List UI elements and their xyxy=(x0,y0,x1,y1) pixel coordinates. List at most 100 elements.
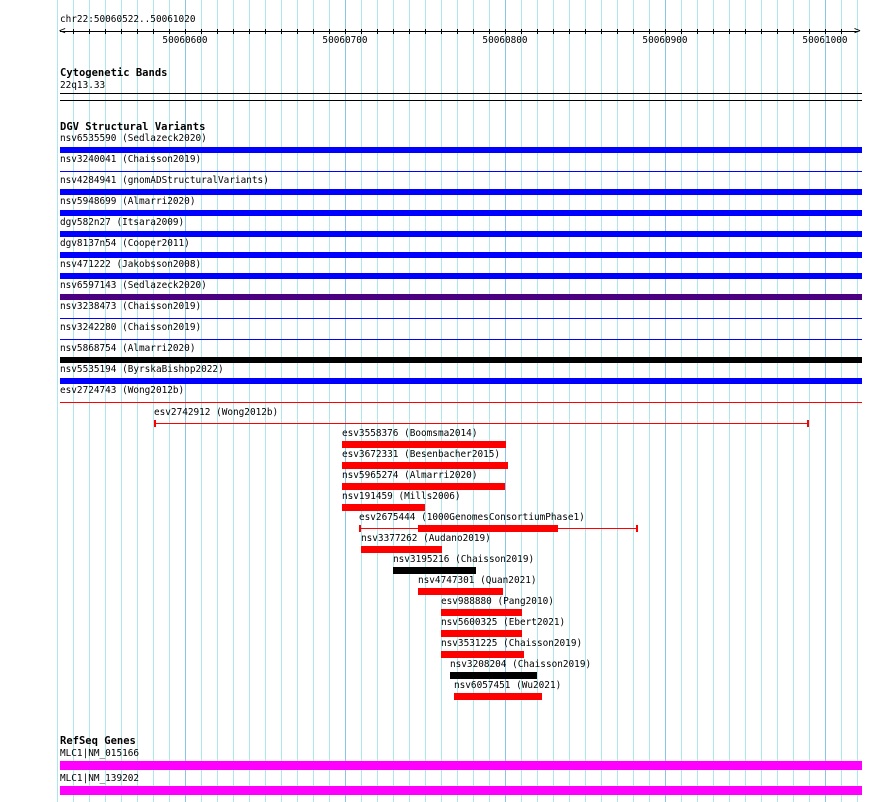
gene-bar[interactable] xyxy=(60,786,862,795)
variant-label[interactable]: nsv191459 (Mills2006) xyxy=(342,491,461,502)
ruler-tick xyxy=(617,29,618,34)
variant-label[interactable]: esv2742912 (Wong2012b) xyxy=(154,407,279,418)
grid-line xyxy=(761,0,762,802)
variant-label[interactable]: nsv3195216 (Chaisson2019) xyxy=(393,554,535,565)
grid-line xyxy=(745,0,746,802)
variant-label[interactable]: nsv3377262 (Audano2019) xyxy=(361,533,491,544)
grid-line xyxy=(169,0,170,802)
ruler-tick xyxy=(361,29,362,34)
right-arrow-icon[interactable]: > xyxy=(854,24,861,37)
ruler-tick xyxy=(537,29,538,34)
ruler-tick xyxy=(681,29,682,34)
variant-label[interactable]: esv988880 (Pang2010) xyxy=(441,596,554,607)
grid-line-major xyxy=(825,0,826,802)
variant-bar[interactable] xyxy=(440,651,524,658)
variant-label[interactable]: nsv3238473 (Chaisson2019) xyxy=(60,301,202,312)
variant-bar[interactable] xyxy=(341,483,505,490)
variant-bar[interactable] xyxy=(60,378,862,384)
variant-label[interactable]: nsv3531225 (Chaisson2019) xyxy=(441,638,583,649)
ruler-label: 50060800 xyxy=(482,35,528,46)
ruler-tick xyxy=(521,29,522,34)
ruler-tick xyxy=(745,29,746,34)
variant-bar[interactable] xyxy=(360,546,443,553)
ruler-tick xyxy=(649,29,650,34)
variant-bar[interactable] xyxy=(60,402,862,403)
variant-bar[interactable] xyxy=(60,294,862,300)
grid-line xyxy=(137,0,138,802)
grid-line xyxy=(793,0,794,802)
variant-label[interactable]: nsv3240041 (Chaisson2019) xyxy=(60,154,202,165)
variant-bar[interactable] xyxy=(60,231,862,237)
gene-label[interactable]: MLC1|NM_139202 xyxy=(60,773,140,784)
ruler-tick xyxy=(121,29,122,34)
variant-label[interactable]: nsv3208204 (Chaisson2019) xyxy=(450,659,592,670)
variant-label[interactable]: esv3558376 (Boomsma2014) xyxy=(342,428,478,439)
cytoband-label[interactable]: 22q13.33 xyxy=(60,80,106,91)
grid-line xyxy=(105,0,106,802)
ruler-tick xyxy=(409,29,410,34)
variant-bar[interactable] xyxy=(60,273,862,279)
variant-label[interactable]: nsv6597143 (Sedlazeck2020) xyxy=(60,280,207,291)
variant-bar[interactable] xyxy=(60,252,862,258)
variant-label[interactable]: esv2675444 (1000GenomesConsortiumPhase1) xyxy=(359,512,585,523)
ruler-tick xyxy=(105,29,106,34)
variant-bar[interactable] xyxy=(60,210,862,216)
grid-line xyxy=(425,0,426,802)
variant-label[interactable]: nsv5600325 (Ebert2021) xyxy=(441,617,566,628)
gene-bar[interactable] xyxy=(60,761,862,770)
variant-bar[interactable] xyxy=(60,171,862,172)
cytoband-line xyxy=(60,93,862,94)
grid-line xyxy=(777,0,778,802)
location-label: chr22:50060522..50061020 xyxy=(60,14,196,25)
variant-bar[interactable] xyxy=(60,147,862,153)
variant-label[interactable]: dgv582n27 (Itsara2009) xyxy=(60,217,185,228)
variant-label[interactable]: dgv8137n54 (Cooper2011) xyxy=(60,238,190,249)
ruler-tick xyxy=(73,29,74,34)
variant-label[interactable]: nsv5948699 (Almarri2020) xyxy=(60,196,196,207)
variant-bar[interactable] xyxy=(60,189,862,195)
variant-label[interactable]: nsv5868754 (Almarri2020) xyxy=(60,343,196,354)
ruler-tick xyxy=(777,29,778,34)
variant-bar[interactable] xyxy=(392,567,476,574)
variant-bar[interactable] xyxy=(341,441,507,448)
variant-label[interactable]: nsv471222 (Jakobsson2008) xyxy=(60,259,202,270)
variant-line[interactable] xyxy=(154,423,809,424)
left-arrow-icon[interactable]: < xyxy=(59,24,66,37)
variant-label[interactable]: esv2724743 (Wong2012b) xyxy=(60,385,185,396)
ruler-tick xyxy=(729,29,730,34)
variant-label[interactable]: nsv5535194 (ByrskaBishop2022) xyxy=(60,364,224,375)
ruler-tick xyxy=(345,29,346,34)
variant-label[interactable]: nsv3242280 (Chaisson2019) xyxy=(60,322,202,333)
variant-label[interactable]: esv3672331 (Besenbacher2015) xyxy=(342,449,501,460)
variant-bar[interactable] xyxy=(418,588,504,595)
variant-label[interactable]: nsv6057451 (Wu2021) xyxy=(454,680,562,691)
variant-end-cap xyxy=(635,525,638,532)
variant-bar[interactable] xyxy=(60,318,862,319)
variant-bar[interactable] xyxy=(453,693,542,700)
grid-line xyxy=(537,0,538,802)
variant-label[interactable]: nsv4284941 (gnomADStructuralVariants) xyxy=(60,175,269,186)
grid-line xyxy=(393,0,394,802)
grid-line xyxy=(377,0,378,802)
variant-label[interactable]: nsv5965274 (Almarri2020) xyxy=(342,470,478,481)
ruler-axis xyxy=(60,31,858,32)
variant-bar[interactable] xyxy=(341,462,508,469)
gene-label[interactable]: MLC1|NM_015166 xyxy=(60,748,140,759)
variant-label[interactable]: nsv6535590 (Sedlazeck2020) xyxy=(60,133,207,144)
variant-bar[interactable] xyxy=(440,609,523,616)
grid-line xyxy=(457,0,458,802)
ruler-tick xyxy=(713,29,714,34)
ruler-tick xyxy=(265,29,266,34)
variant-label[interactable]: nsv4747301 (Quan2021) xyxy=(418,575,537,586)
grid-line xyxy=(297,0,298,802)
variant-bar[interactable] xyxy=(440,630,523,637)
variant-bar[interactable] xyxy=(450,672,537,679)
variant-bar[interactable] xyxy=(418,525,558,532)
variant-bar[interactable] xyxy=(341,504,425,511)
variant-bar[interactable] xyxy=(60,339,862,340)
ruler-tick xyxy=(377,29,378,34)
ruler-tick xyxy=(217,29,218,34)
grid-line xyxy=(633,0,634,802)
variant-bar[interactable] xyxy=(60,357,862,363)
grid-line xyxy=(121,0,122,802)
